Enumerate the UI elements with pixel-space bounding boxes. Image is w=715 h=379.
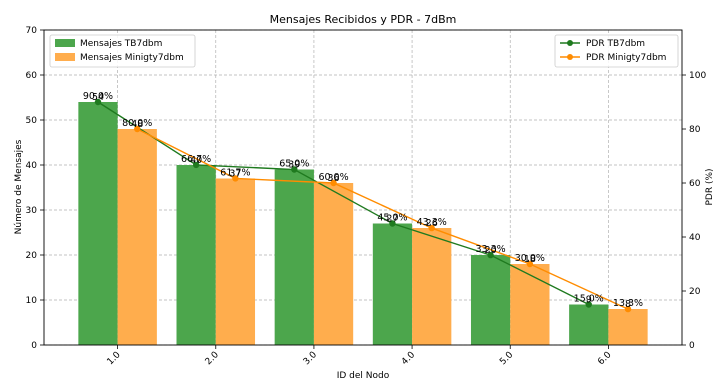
legend-box: [554, 34, 679, 68]
bar: [78, 102, 118, 345]
pdr-value-label: 60.0%: [318, 172, 348, 183]
pdr-marker: [192, 161, 200, 169]
y2-tick-label: 60: [689, 179, 701, 189]
y-axis-label: Número de Mensajes: [14, 139, 24, 234]
pdr-marker: [330, 179, 337, 187]
bar-value-label: 9: [586, 295, 592, 306]
y-tick-label: 50: [26, 116, 38, 126]
y2-tick-label: 20: [689, 287, 701, 297]
y2-tick-label: 100: [689, 71, 706, 81]
x-tick-label: 1.0: [106, 350, 123, 367]
legend-bars: Mensajes TB7dbm Mensajes Minigty7dbm: [49, 34, 196, 68]
pdr-marker: [487, 251, 494, 259]
pdr-line: [136, 128, 629, 310]
y-tick-label: 20: [26, 251, 38, 261]
bar: [313, 183, 354, 345]
legend-label: Mensajes TB7dbm: [80, 39, 162, 49]
x-tick-label: 6.0: [596, 350, 613, 367]
bar: [569, 304, 609, 345]
pdr-line: [97, 101, 590, 306]
pdr-marker: [526, 260, 534, 268]
legend-label: Mensajes Minigty7dbm: [80, 53, 184, 63]
pdr-value-label: 13.3%: [613, 298, 643, 309]
bar: [608, 309, 648, 345]
pdr-value-label: 15.0%: [574, 294, 604, 305]
legend-swatch: [55, 53, 75, 61]
pdr-lines: [94, 98, 632, 313]
bar: [117, 129, 157, 345]
y2-tick-label: 40: [689, 233, 701, 243]
pdr-value-label: 90.0%: [83, 91, 113, 102]
pdr-value-label: 80.0%: [122, 118, 152, 129]
bar-value-label: 40: [190, 155, 202, 166]
legend-marker: [567, 40, 573, 46]
bar: [274, 169, 314, 345]
bars: [78, 102, 648, 345]
chart-title: Mensajes Recibidos y PDR - 7dBm: [270, 13, 457, 26]
bar-value-label: 26: [426, 218, 438, 229]
x-tick-label: 3.0: [302, 350, 319, 367]
pdr-value-label: 33.3%: [476, 244, 506, 255]
bar: [470, 255, 511, 345]
bar-value-label: 39: [288, 160, 300, 171]
pdr-marker: [585, 301, 592, 308]
pdr-value-label: 66.7%: [181, 154, 211, 165]
bar-value-label: 27: [386, 214, 398, 225]
bar: [372, 223, 413, 345]
plot-frame: [43, 29, 683, 346]
pdr-marker: [624, 305, 632, 313]
bar-value-label: 37: [229, 169, 241, 180]
pdr-marker: [428, 224, 435, 232]
pdr-marker: [94, 98, 102, 106]
y-tick-label: 70: [26, 26, 38, 36]
legend-marker: [567, 54, 573, 60]
y-tick-label: 60: [26, 71, 38, 81]
bar-value-label: 18: [524, 254, 536, 265]
pdr-marker: [389, 220, 396, 227]
legend-box: [49, 34, 196, 68]
bar-value-label: 8: [625, 299, 631, 310]
bar-value-label: 36: [328, 173, 340, 184]
pdr-marker: [232, 175, 239, 182]
bar-value-label: 20: [485, 245, 497, 256]
y-tick-label: 30: [26, 206, 38, 216]
x-tick-label: 5.0: [498, 350, 515, 367]
pdr-value-label: 61.7%: [220, 167, 250, 178]
data-labels: 54 40 39 27 20 9 48 37 36 26 18 8 90.0% 66.7% 65.0% 45.…: [83, 91, 643, 310]
x-tick-label: 4.0: [400, 350, 417, 367]
bar-value-label: 48: [131, 119, 143, 130]
y-tick-label: 10: [26, 296, 38, 306]
legend-swatch: [55, 39, 75, 47]
pdr-value-label: 45.0%: [377, 213, 407, 224]
x-axis-label: ID del Nodo: [337, 371, 390, 379]
pdr-value-label: 30.0%: [515, 253, 545, 264]
bar-value-label: 54: [92, 92, 104, 103]
legend-lines: PDR TB7dbm PDR Minigty7dbm: [554, 34, 679, 68]
legend-label: PDR TB7dbm: [586, 39, 645, 49]
legend-label: PDR Minigty7dbm: [586, 53, 666, 63]
pdr-marker: [134, 125, 141, 133]
y2-tick-label: 80: [689, 125, 701, 135]
pdr-marker: [291, 166, 298, 173]
pdr-value-label: 43.3%: [417, 217, 447, 228]
y-tick-label: 40: [26, 161, 38, 171]
bar: [510, 264, 550, 345]
y-tick-label: 0: [31, 341, 37, 351]
pdr-value-label: 65.0%: [279, 159, 309, 170]
bar: [412, 228, 452, 345]
x-tick-label: 2.0: [204, 350, 221, 367]
y2-tick-label: 0: [689, 341, 695, 351]
y2-axis-label: PDR (%): [705, 168, 715, 205]
bar: [176, 165, 216, 345]
bar: [215, 178, 256, 345]
